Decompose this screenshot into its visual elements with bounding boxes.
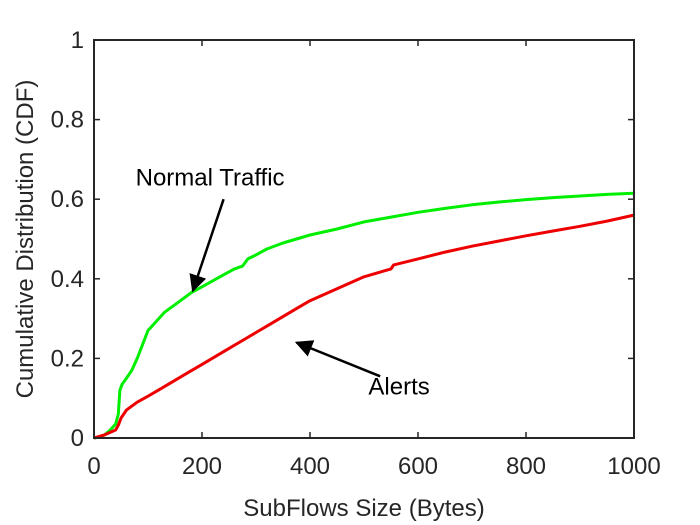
plot-frame	[93, 39, 635, 439]
y-tick-label: 0	[71, 425, 84, 452]
series-line-1	[93, 213, 635, 440]
x-tick-label: 600	[398, 453, 438, 480]
annotation-label-1: Alerts	[368, 373, 429, 400]
ticks-layer: 0 200 400 600 800 1000 0 0.2 0.4 0.6 0.8 1	[51, 27, 661, 480]
y-tick-label: 0.8	[51, 107, 84, 134]
annotation-layer: Normal Traffic Alerts	[136, 164, 430, 400]
annotation-arrow-1	[294, 340, 381, 378]
plot-background	[94, 40, 634, 438]
y-tick-label: 0.2	[51, 345, 84, 372]
y-tick-label: 1	[71, 27, 84, 54]
annotation-arrow-0	[189, 198, 225, 293]
y-tick-label: 0.6	[51, 186, 84, 213]
x-axis-label: SubFlows Size (Bytes)	[243, 495, 484, 522]
x-tick-label: 0	[87, 453, 100, 480]
x-tick-label: 400	[290, 453, 330, 480]
x-tick-label: 800	[506, 453, 546, 480]
y-tick-label: 0.4	[51, 266, 84, 293]
x-tick-label: 200	[182, 453, 222, 480]
annotation-label-0: Normal Traffic	[136, 164, 285, 191]
x-tick-label: 1000	[607, 453, 660, 480]
y-axis-label: Cumulative Distribution (CDF)	[12, 80, 39, 399]
